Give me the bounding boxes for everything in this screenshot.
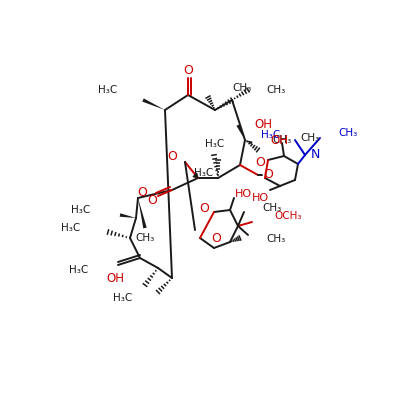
Polygon shape (138, 198, 147, 228)
Text: H₃C: H₃C (205, 139, 225, 149)
Text: HO: HO (252, 193, 269, 203)
Text: O: O (263, 168, 273, 182)
Text: CH₃: CH₃ (135, 233, 155, 243)
Text: N: N (311, 148, 320, 162)
Text: OCH₃: OCH₃ (274, 211, 302, 221)
Text: O: O (183, 64, 193, 76)
Text: O: O (199, 202, 209, 214)
Text: O: O (147, 194, 157, 206)
Text: H₃C: H₃C (69, 265, 88, 275)
Polygon shape (142, 98, 165, 110)
Text: OH: OH (254, 118, 272, 132)
Text: H₃C: H₃C (194, 168, 214, 178)
Polygon shape (120, 213, 136, 218)
Polygon shape (236, 124, 245, 140)
Text: CH₃: CH₃ (272, 135, 291, 145)
Text: CH₃: CH₃ (266, 234, 285, 244)
Text: OH: OH (270, 134, 288, 146)
Text: O: O (211, 232, 221, 244)
Text: H₃C: H₃C (71, 205, 90, 215)
Polygon shape (245, 140, 252, 144)
Text: CH₃: CH₃ (232, 83, 251, 93)
Text: CH₃: CH₃ (338, 128, 357, 138)
Text: CH₃: CH₃ (262, 203, 281, 213)
Text: H₃C: H₃C (98, 85, 117, 95)
Text: CH₃: CH₃ (300, 133, 319, 143)
Text: CH₃: CH₃ (266, 85, 285, 95)
Text: HO: HO (235, 189, 252, 199)
Text: H₃C: H₃C (61, 223, 80, 233)
Text: O: O (255, 156, 265, 170)
Text: O: O (167, 150, 177, 162)
Text: OH: OH (106, 272, 124, 284)
Text: O: O (137, 186, 147, 198)
Text: H₃C: H₃C (113, 293, 132, 303)
Text: H₃C: H₃C (261, 130, 280, 140)
